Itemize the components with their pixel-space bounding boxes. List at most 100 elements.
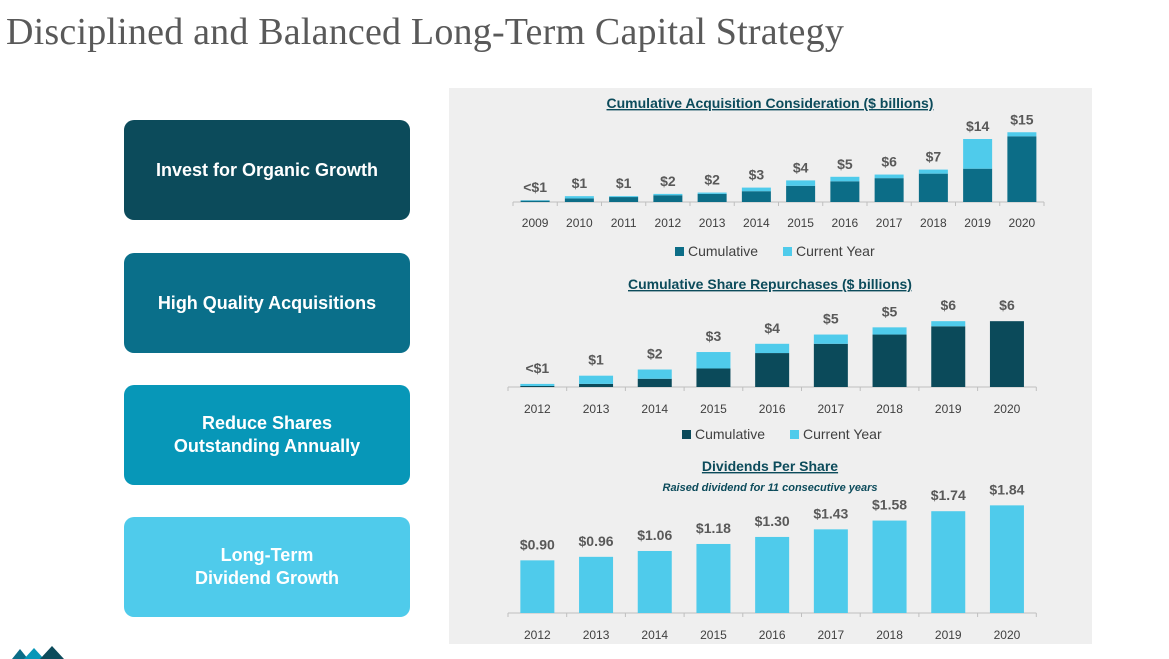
tick-label-2012: 2012 (655, 216, 682, 230)
data-label-2017: $5 (823, 311, 839, 327)
bar-current-year-2019 (963, 139, 993, 169)
bar-current-year-2017 (813, 334, 848, 344)
data-label-2020: $15 (1010, 111, 1034, 127)
bar-dividend-2017 (813, 529, 848, 613)
bar-cumulative-2010 (564, 198, 594, 202)
bar-dividend-2016 (755, 536, 790, 613)
bar-dividend-2012 (520, 560, 555, 613)
tick-label-2018: 2018 (920, 216, 947, 230)
tick-label-2014: 2014 (641, 402, 668, 416)
legend-current-year-swatch (783, 247, 792, 256)
bar-cumulative-2014 (637, 378, 672, 387)
bar-current-year-2010 (564, 196, 594, 199)
data-label-2016: $5 (837, 156, 853, 172)
tick-label-2010: 2010 (566, 216, 593, 230)
data-label-2019: $6 (940, 297, 956, 313)
data-label-2015: $3 (706, 328, 722, 344)
bar-cumulative-2014 (741, 191, 771, 202)
data-label-2018: $1.58 (872, 497, 907, 513)
tick-label-2015: 2015 (700, 628, 727, 642)
data-label-2015: $4 (793, 159, 809, 175)
tick-label-2009: 2009 (522, 216, 549, 230)
bar-cumulative-2020 (989, 321, 1024, 387)
bar-cumulative-2019 (963, 168, 993, 202)
data-label-2014: $3 (749, 167, 765, 183)
data-label-2013: $2 (704, 172, 720, 188)
bar-cumulative-2016 (830, 181, 860, 202)
pillar-high-quality-acquisitions: High Quality Acquisitions (124, 253, 410, 353)
data-label-2019: $1.74 (931, 487, 966, 503)
tick-label-2019: 2019 (964, 216, 991, 230)
tick-label-2017: 2017 (817, 402, 844, 416)
data-label-2016: $1.30 (755, 513, 790, 529)
bar-current-year-2014 (741, 187, 771, 192)
dividend-chart: $0.90 2012 $0.96 2013 $1.06 2014 $1.18 2015 $1.3… (507, 481, 1037, 642)
legend-current-year-label: Current Year (803, 426, 882, 442)
acquisition-chart-title: Cumulative Acquisition Consideration ($ … (607, 95, 934, 111)
bar-dividend-2014 (637, 550, 672, 613)
bar-cumulative-2013 (579, 383, 614, 387)
bar-dividend-2020 (989, 505, 1024, 613)
tick-label-2013: 2013 (699, 216, 726, 230)
chart-panel: Cumulative Acquisition Consideration ($ … (449, 88, 1092, 644)
page-title: Disciplined and Balanced Long-Term Capit… (6, 11, 845, 53)
tick-label-2011: 2011 (611, 216, 637, 230)
bar-cumulative-2017 (874, 178, 904, 202)
charts-svg: Cumulative Acquisition Consideration ($ … (507, 95, 1045, 642)
data-label-2009: <$1 (523, 179, 547, 195)
bar-current-year-2014 (637, 369, 672, 379)
bar-cumulative-2015 (696, 368, 731, 387)
tick-label-2014: 2014 (743, 216, 770, 230)
data-label-2011: $1 (616, 175, 632, 191)
bar-current-year-2018 (872, 327, 907, 335)
bar-current-year-2015 (786, 180, 816, 186)
data-label-2013: $0.96 (579, 533, 614, 549)
tick-label-2012: 2012 (524, 402, 551, 416)
tick-label-2018: 2018 (876, 628, 903, 642)
data-label-2010: $1 (572, 175, 588, 191)
data-label-2020: $6 (999, 297, 1015, 313)
legend-current-year-swatch (790, 430, 799, 439)
data-label-2012: $2 (660, 173, 676, 189)
tick-label-2016: 2016 (759, 402, 786, 416)
bar-cumulative-2020 (1007, 136, 1037, 202)
bar-dividend-2018 (872, 520, 907, 613)
tick-label-2013: 2013 (583, 628, 610, 642)
pillar-long-term-dividend-growth: Long-Term Dividend Growth (124, 517, 410, 617)
legend-current-year-label: Current Year (796, 243, 875, 259)
bar-current-year-2016 (755, 343, 790, 354)
bar-current-year-2018 (918, 169, 948, 174)
bar-cumulative-2018 (872, 334, 907, 387)
bar-cumulative-2009 (520, 200, 550, 202)
bar-dividend-2019 (931, 511, 966, 613)
data-label-2015: $1.18 (696, 520, 731, 536)
tick-label-2018: 2018 (876, 402, 903, 416)
repurchase-chart-title: Cumulative Share Repurchases ($ billions… (628, 276, 912, 292)
tick-label-2020: 2020 (1009, 216, 1036, 230)
data-label-2019: $14 (966, 118, 990, 134)
bar-current-year-2020 (1007, 132, 1037, 137)
bar-current-year-2019 (931, 321, 966, 327)
tick-label-2013: 2013 (583, 402, 610, 416)
tick-label-2014: 2014 (641, 628, 668, 642)
data-label-2014: $1.06 (637, 527, 672, 543)
dividend-chart-title: Dividends Per Share (702, 458, 838, 474)
bar-cumulative-2019 (931, 326, 966, 387)
bar-current-year-2017 (874, 174, 904, 179)
bar-current-year-2011 (609, 196, 639, 198)
tick-label-2016: 2016 (759, 628, 786, 642)
dividend-chart-subtitle: Raised dividend for 11 consecutive years (663, 482, 878, 494)
tick-label-2015: 2015 (787, 216, 814, 230)
pillar-reduce-shares-outstanding: Reduce Shares Outstanding Annually (124, 385, 410, 485)
legend-cumulative-swatch (675, 247, 684, 256)
data-label-2012: <$1 (525, 360, 549, 376)
bar-cumulative-2018 (918, 173, 948, 202)
legend-cumulative-label: Cumulative (695, 426, 765, 442)
company-logo-icon (12, 646, 64, 659)
bar-cumulative-2016 (755, 353, 790, 387)
data-label-2018: $5 (882, 303, 898, 319)
data-label-2014: $2 (647, 346, 663, 362)
bar-cumulative-2011 (609, 197, 639, 202)
bar-current-year-2012 (653, 193, 683, 196)
bar-current-year-2012 (520, 383, 555, 386)
